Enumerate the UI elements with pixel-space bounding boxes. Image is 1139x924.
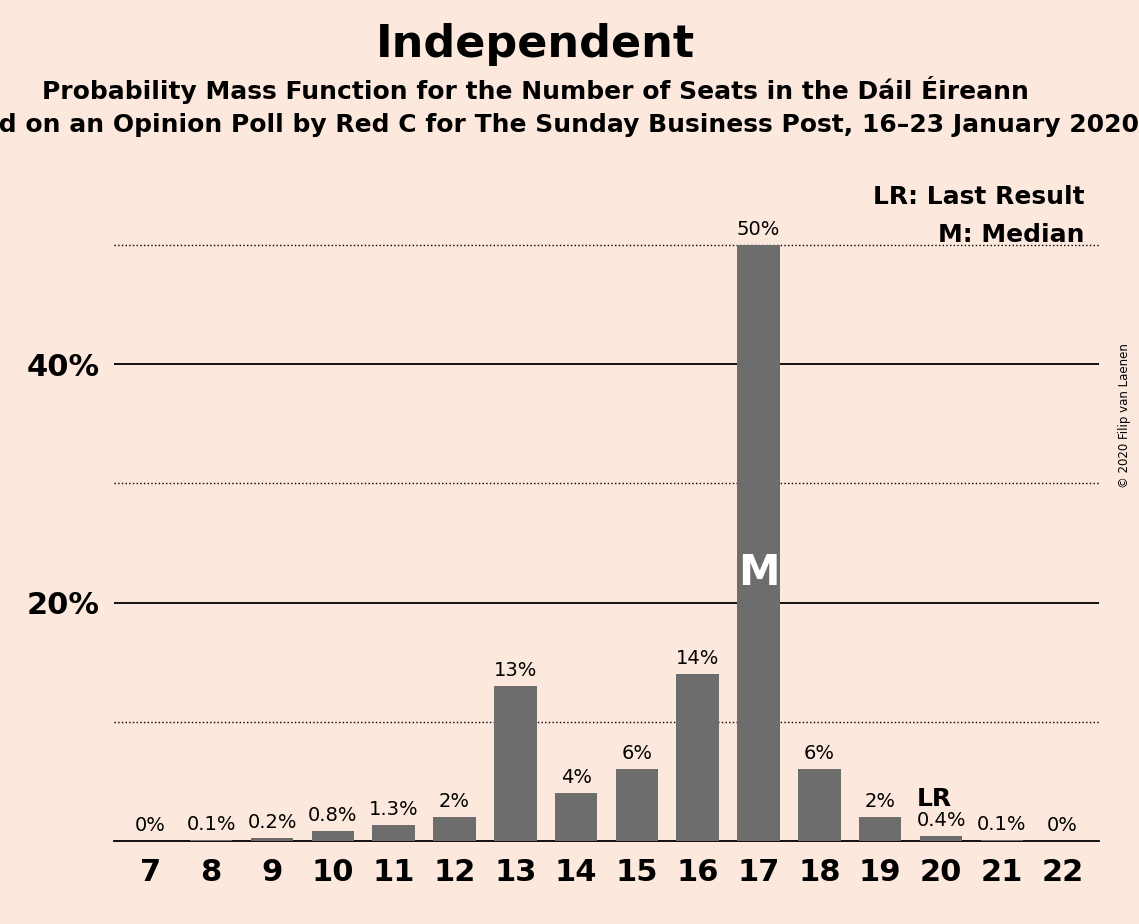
Bar <box>616 770 658 841</box>
Bar <box>859 817 901 841</box>
Bar <box>555 793 597 841</box>
Bar <box>312 832 354 841</box>
Text: 4%: 4% <box>560 768 591 787</box>
Text: 6%: 6% <box>622 745 653 763</box>
Bar <box>251 838 294 841</box>
Text: LR: LR <box>917 787 952 811</box>
Bar <box>494 686 536 841</box>
Bar <box>372 825 415 841</box>
Text: M: M <box>738 552 779 594</box>
Text: 0.1%: 0.1% <box>977 815 1026 833</box>
Text: 0.2%: 0.2% <box>247 813 297 833</box>
Text: 0.4%: 0.4% <box>916 811 966 830</box>
Bar <box>677 674 719 841</box>
Text: 6%: 6% <box>804 745 835 763</box>
Text: Independent: Independent <box>376 23 695 67</box>
Bar <box>433 817 476 841</box>
Bar <box>919 836 962 841</box>
Bar <box>737 245 780 841</box>
Text: 0%: 0% <box>1047 816 1079 835</box>
Text: 0.1%: 0.1% <box>187 815 236 833</box>
Text: M: Median: M: Median <box>937 223 1084 247</box>
Text: 14%: 14% <box>677 649 720 668</box>
Text: Probability Mass Function for the Number of Seats in the Dáil Éireann: Probability Mass Function for the Number… <box>42 76 1029 103</box>
Text: Based on an Opinion Poll by Red C for The Sunday Business Post, 16–23 January 20: Based on an Opinion Poll by Red C for Th… <box>0 113 1139 137</box>
Text: © 2020 Filip van Laenen: © 2020 Filip van Laenen <box>1118 344 1131 488</box>
Text: 0%: 0% <box>134 816 166 835</box>
Text: 1.3%: 1.3% <box>369 800 418 820</box>
Bar <box>190 840 232 841</box>
Text: 13%: 13% <box>493 661 536 680</box>
Text: 2%: 2% <box>865 792 895 811</box>
Text: 2%: 2% <box>439 792 470 811</box>
Bar <box>981 840 1023 841</box>
Text: 50%: 50% <box>737 220 780 239</box>
Bar <box>798 770 841 841</box>
Text: LR: Last Result: LR: Last Result <box>872 186 1084 210</box>
Text: 0.8%: 0.8% <box>308 807 358 825</box>
